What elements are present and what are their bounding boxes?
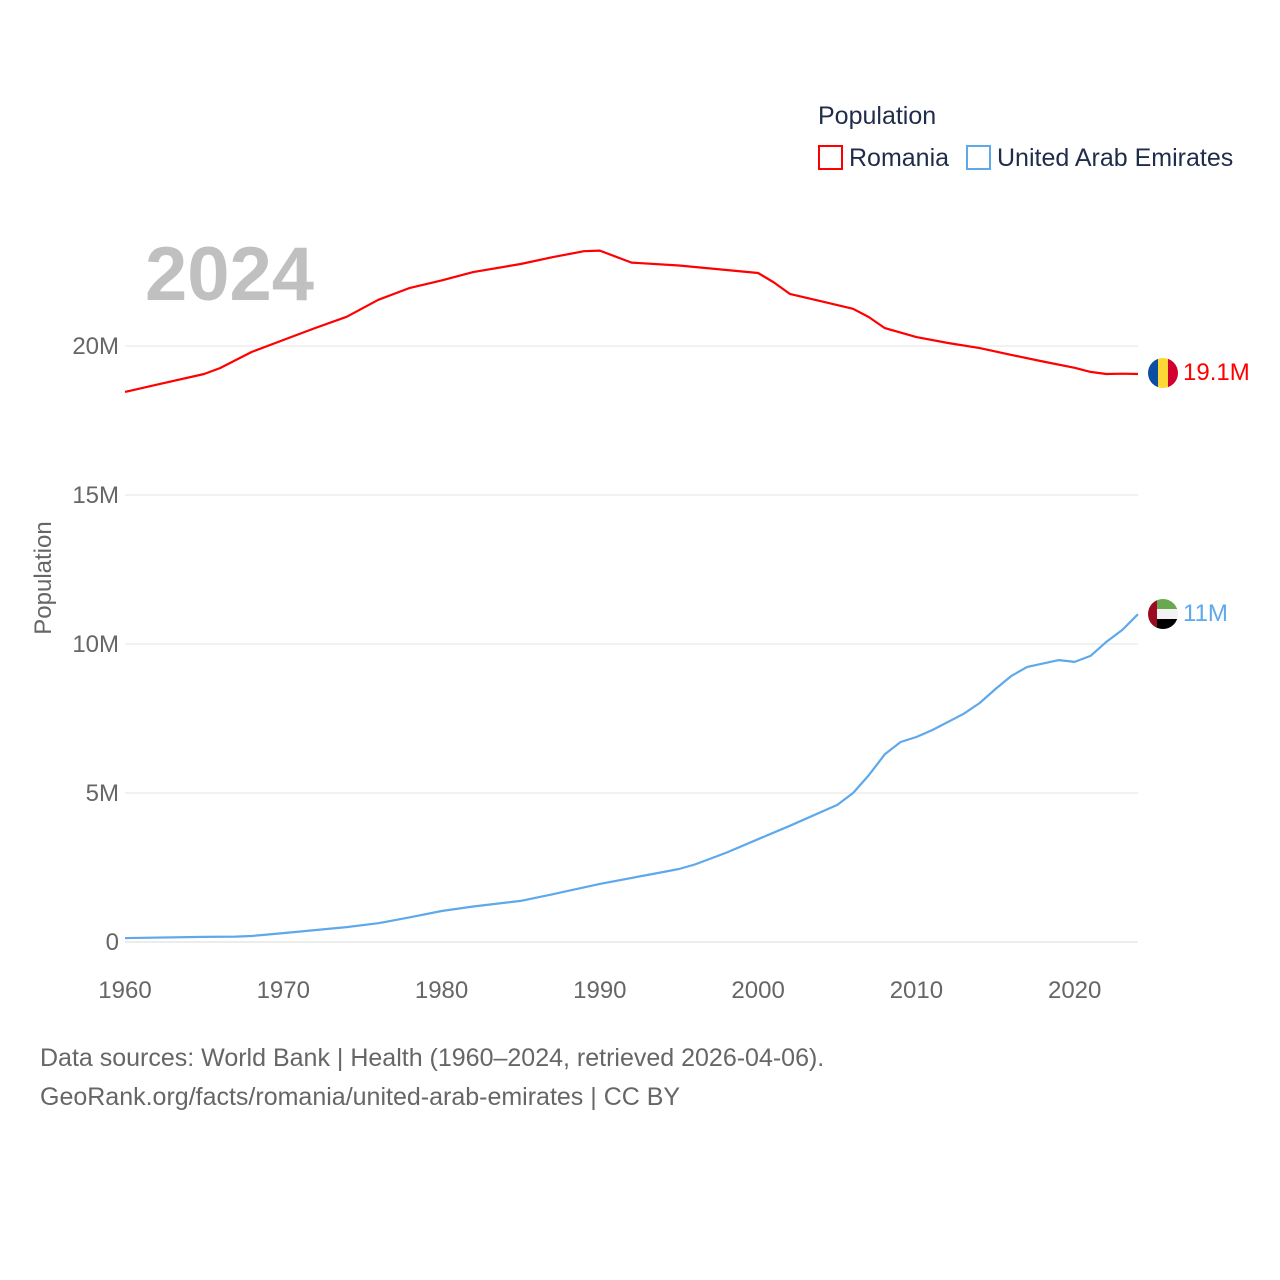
legend-item-romania[interactable]: Romania <box>818 144 949 172</box>
y-tick-label: 20M <box>72 333 119 360</box>
romania-end-label: 19.1M <box>1183 359 1250 386</box>
legend-swatch-romania <box>818 145 843 170</box>
uae-flag-icon <box>1148 599 1178 629</box>
y-axis-label: Population <box>30 521 57 634</box>
romania-line <box>124 249 1139 393</box>
x-tick-label: 1990 <box>573 977 626 1004</box>
x-tick-label: 1960 <box>98 977 151 1004</box>
uae-end-label: 11M <box>1183 600 1228 627</box>
legend-swatch-uae <box>966 145 991 170</box>
legend-label-romania: Romania <box>849 144 949 172</box>
uae-line <box>124 613 1139 940</box>
legend-title: Population <box>818 102 936 130</box>
y-tick-label: 15M <box>72 482 119 509</box>
x-tick-label: 2010 <box>890 977 943 1004</box>
x-tick-label: 1970 <box>257 977 310 1004</box>
data-sources-text: Data sources: World Bank | Health (1960–… <box>40 1044 825 1072</box>
romania-flag-icon <box>1148 358 1178 388</box>
x-tick-label: 2000 <box>731 977 784 1004</box>
y-tick-label: 0 <box>106 929 119 956</box>
source-url-text: GeoRank.org/facts/romania/united-arab-em… <box>40 1083 681 1111</box>
legend-label-uae: United Arab Emirates <box>997 144 1233 172</box>
x-tick-label: 2020 <box>1048 977 1101 1004</box>
year-title: 2024 <box>145 232 314 317</box>
x-tick-label: 1980 <box>415 977 468 1004</box>
y-tick-label: 5M <box>86 780 119 807</box>
y-tick-label: 10M <box>72 631 119 658</box>
legend-item-uae[interactable]: United Arab Emirates <box>966 144 1233 172</box>
